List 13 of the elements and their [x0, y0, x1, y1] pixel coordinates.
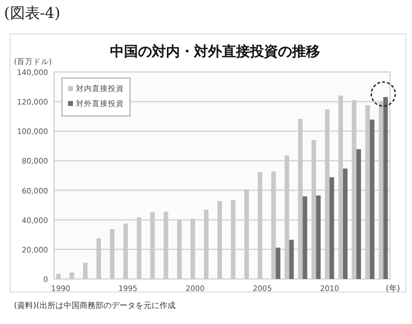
bar — [330, 177, 334, 279]
text: (資料)(出所は中国商務部のデータを元に作成 — [14, 301, 176, 310]
x-axis-title: (年) — [386, 284, 400, 293]
bar — [289, 240, 294, 279]
bar — [370, 120, 374, 279]
bar — [383, 96, 388, 279]
bar — [356, 149, 361, 279]
bar — [316, 195, 321, 279]
bar — [342, 168, 348, 279]
bar — [302, 196, 308, 279]
chart-title: 中国の対内・対外直接投資の推移 — [110, 43, 320, 60]
text: (図表-4) — [4, 4, 60, 22]
bar — [276, 248, 280, 279]
